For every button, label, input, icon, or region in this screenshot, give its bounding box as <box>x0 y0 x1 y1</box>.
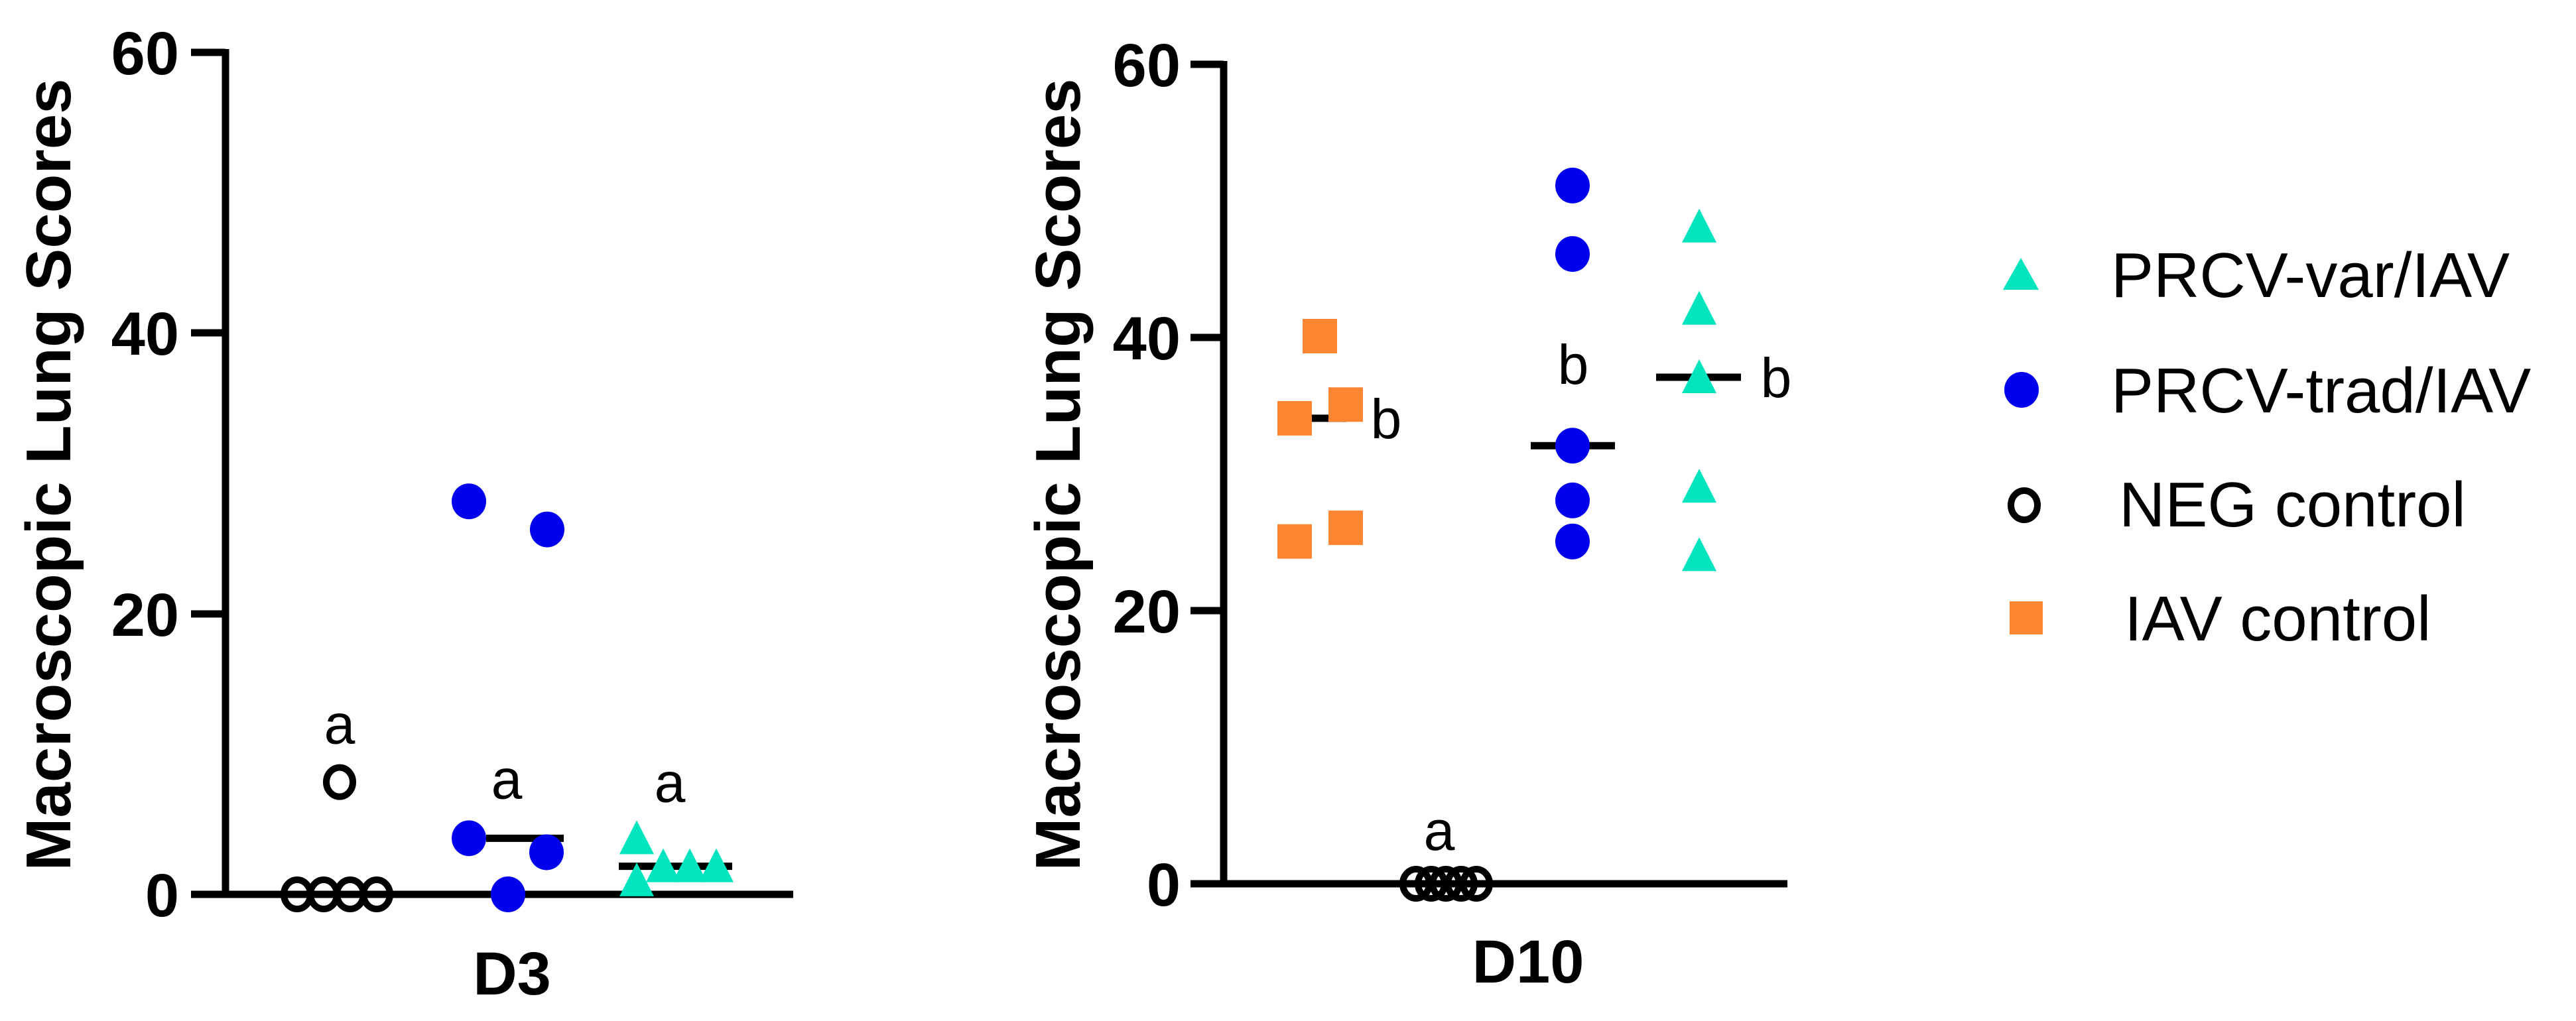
y-tick-0: 0 <box>145 862 179 930</box>
legend-label: PRCV-trad/IAV <box>2111 355 2531 426</box>
significance-letter: a <box>324 693 355 756</box>
circle-marker <box>529 834 564 871</box>
open-circle-marker <box>1460 866 1493 902</box>
legend-item-prcv-var: PRCV-var/IAV <box>2003 240 2510 311</box>
y-tick-40: 40 <box>111 300 179 368</box>
legend-label: NEG control <box>2119 469 2466 540</box>
square-marker <box>1277 400 1312 436</box>
x-category-label-d10: D10 <box>1472 928 1584 996</box>
circle-marker <box>1555 167 1590 204</box>
legend-item-prcv-trad: PRCV-trad/IAV <box>2004 355 2531 426</box>
triangle-marker <box>1682 359 1716 393</box>
y-tick-20: 20 <box>1113 578 1181 646</box>
significance-letter: b <box>1371 388 1402 450</box>
circle-marker <box>452 483 486 520</box>
circle-icon <box>2004 372 2039 408</box>
y-axis: 60 40 20 0 <box>111 20 229 930</box>
triangle-marker <box>619 862 654 896</box>
circle-marker <box>530 511 564 548</box>
legend-item-neg-control: NEG control <box>2008 469 2466 540</box>
circle-marker <box>491 876 525 912</box>
open-circle-marker <box>323 764 356 800</box>
square-marker <box>1303 319 1337 353</box>
triangle-marker <box>1682 469 1716 503</box>
y-axis: 60 40 20 0 <box>1113 32 1228 919</box>
y-axis-title: Macroscopic Lung Scores <box>1023 79 1094 871</box>
legend-label: IAV control <box>2124 583 2431 654</box>
panel-d3: Macroscopic Lung Scores 60 40 20 0 D3 a a… <box>13 20 793 1008</box>
y-tick-40: 40 <box>1113 305 1181 373</box>
triangle-marker <box>1682 290 1716 325</box>
significance-letter: a <box>655 751 686 813</box>
circle-marker <box>1555 236 1590 272</box>
significance-letter: a <box>491 748 523 810</box>
square-marker <box>1328 387 1363 422</box>
circle-marker <box>452 820 486 857</box>
triangle-marker <box>619 820 654 855</box>
open-circle-icon <box>2008 487 2041 523</box>
triangle-marker <box>1682 208 1716 243</box>
significance-letter: b <box>1761 347 1792 409</box>
data-points: aa a <box>281 483 734 912</box>
open-circle-marker <box>360 876 393 912</box>
circle-marker <box>1555 523 1590 560</box>
data-points: b a b b <box>1277 167 1792 902</box>
panel-d10: Macroscopic Lung Scores 60 40 20 0 D10 b… <box>1023 32 1791 996</box>
y-tick-60: 60 <box>111 20 179 88</box>
circle-marker <box>1555 482 1590 518</box>
open-circle-marker <box>1429 866 1462 902</box>
legend-label: PRCV-var/IAV <box>2111 240 2510 311</box>
square-icon <box>2010 601 2043 634</box>
triangle-marker <box>699 848 734 882</box>
square-marker <box>1328 510 1363 546</box>
circle-marker <box>1555 428 1590 464</box>
triangle-marker <box>1682 537 1716 571</box>
triangle-marker <box>646 848 680 882</box>
y-tick-0: 0 <box>1147 851 1181 919</box>
square-marker <box>1277 524 1312 559</box>
legend-item-iav-control: IAV control <box>2010 583 2431 654</box>
triangle-marker <box>673 848 707 882</box>
significance-letter: a <box>1424 800 1455 862</box>
y-tick-60: 60 <box>1113 32 1181 99</box>
y-tick-20: 20 <box>111 581 179 649</box>
x-category-label-d3: D3 <box>473 940 551 1008</box>
open-circle-marker <box>1445 866 1478 902</box>
significance-letter: b <box>1558 333 1589 396</box>
triangle-icon <box>2003 258 2039 290</box>
legend: PRCV-var/IAV PRCV-trad/IAV NEG control I… <box>2003 240 2531 654</box>
y-axis-title: Macroscopic Lung Scores <box>13 79 84 871</box>
